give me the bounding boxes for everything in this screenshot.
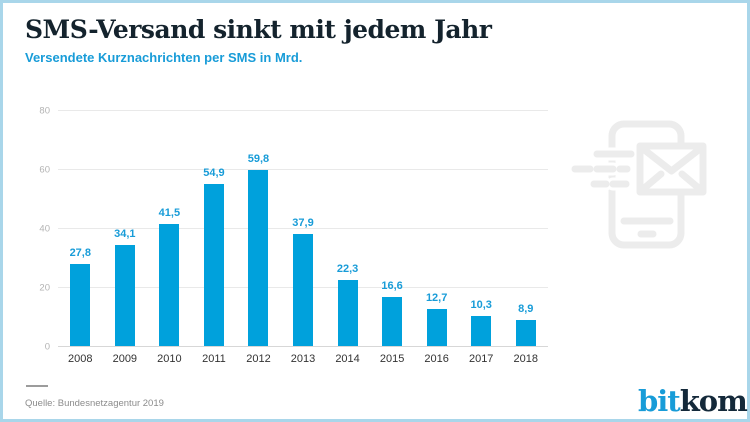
x-axis-label: 2015 — [379, 353, 405, 365]
x-axis-label: 2008 — [68, 353, 93, 365]
bar-value-label: 37,9 — [292, 217, 314, 230]
bar-group-2008: 27,8 — [58, 110, 103, 346]
x-axis-label: 2011 — [202, 353, 226, 365]
bar-group-2013: 37,9 — [281, 110, 326, 346]
gridline-0: 0 — [45, 341, 548, 352]
bar — [382, 297, 403, 346]
source-divider — [26, 385, 48, 387]
envelope-bottom-right-fold — [678, 170, 705, 194]
chart-subtitle: Versendete Kurznachrichten per SMS in Mr… — [25, 50, 303, 65]
y-tick-label: 0 — [44, 341, 50, 352]
chart-bars: 27,8 34,1 41,5 54,9 59,8 37,9 22,3 16,6 12,7 10,3… — [58, 110, 548, 346]
bar — [248, 169, 269, 346]
bar-value-label: 59,8 — [247, 152, 270, 165]
bar-group-2010: 41,5 — [147, 110, 192, 346]
bar-group-2014: 22,3 — [325, 110, 370, 346]
y-tick-label: 60 — [39, 164, 50, 175]
bar-value-label: 54,9 — [203, 167, 225, 180]
bar-group-2016: 12,7 — [414, 110, 459, 346]
bar — [114, 245, 135, 346]
x-axis-label: 2017 — [468, 353, 494, 365]
bitkom-logo-bit: bit — [638, 384, 681, 418]
source-text: Quelle: Bundesnetzagentur 2019 — [25, 398, 164, 409]
envelope-fold — [638, 144, 705, 175]
bar-group-2012: 59,8 — [236, 110, 281, 346]
x-axis-label: 2014 — [335, 353, 360, 365]
gridline-80: 80 — [39, 105, 548, 116]
x-axis-label: 2013 — [290, 353, 316, 365]
bar-group-2015: 16,6 — [370, 110, 415, 346]
bar-value-label: 10,3 — [470, 298, 492, 311]
bar — [471, 315, 492, 346]
page-title: SMS-Versand sinkt mit jedem Jahr — [25, 15, 492, 44]
x-axis-label: 2016 — [424, 353, 449, 365]
bar-group-2009: 34,1 — [103, 110, 148, 346]
bar-group-2011: 54,9 — [192, 110, 237, 346]
bar-value-label: 27,8 — [69, 247, 91, 259]
bar-value-label: 12,7 — [425, 291, 448, 304]
bar-value-label: 41,5 — [158, 206, 181, 219]
y-tick-label: 40 — [39, 223, 50, 234]
bar-value-label: 8,9 — [518, 302, 534, 315]
bar-group-2017: 10,3 — [459, 110, 504, 346]
y-tick-label: 80 — [39, 105, 50, 116]
x-axis-label: 2009 — [112, 353, 138, 365]
bar — [159, 223, 180, 346]
bar — [293, 234, 313, 346]
bar-value-label: 22,3 — [336, 263, 359, 276]
x-axis-label: 2018 — [513, 353, 538, 365]
x-axis-label: 2012 — [246, 353, 271, 365]
gridline-40: 40 — [39, 223, 548, 234]
bar — [70, 264, 91, 346]
envelope-bottom-left-fold — [638, 170, 665, 194]
bar-group-2018: 8,9 — [503, 110, 548, 346]
chart-x-axis-labels: 2008 2009 2010 2011 2012 2013 2014 2015 2016 2017… — [58, 353, 548, 365]
gridline-60: 60 — [39, 164, 548, 175]
x-axis-label: 2010 — [157, 353, 182, 365]
bar — [337, 280, 358, 346]
bitkom-logo: bitkom — [638, 384, 748, 418]
bitkom-logo-kom: kom — [679, 384, 748, 418]
bar — [203, 184, 224, 346]
bar — [426, 308, 447, 346]
bar-value-label: 34,1 — [114, 228, 136, 241]
bar-chart: 0 20 40 60 80 27,8 34,1 41,5 54,9 59,8 37,9 22,3 16… — [39, 105, 548, 365]
sms-phone-icon — [568, 120, 707, 249]
y-tick-label: 20 — [39, 282, 50, 293]
bar-value-label: 16,6 — [381, 280, 403, 293]
bar — [515, 319, 536, 346]
